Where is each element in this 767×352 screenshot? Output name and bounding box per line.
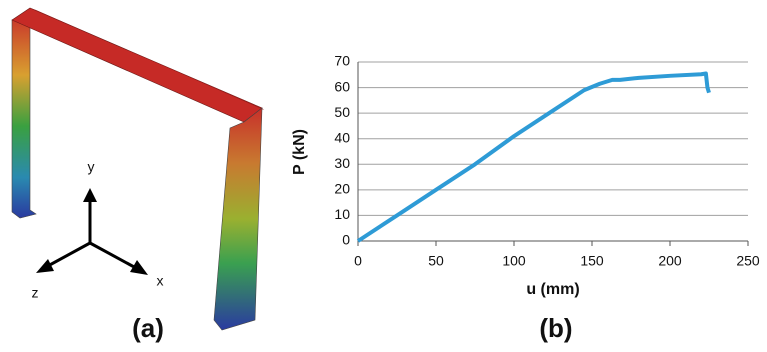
x-tick-label: 200 xyxy=(658,253,682,269)
axis-label-y: y xyxy=(88,159,95,175)
x-tick-label: 150 xyxy=(580,253,604,269)
frame-model xyxy=(12,8,264,330)
plot-area: 0 10 20 30 40 50 60 70 0 50 100 150 200 250 xyxy=(334,53,759,269)
panel-label: (b) xyxy=(539,313,572,343)
x-tick-label: 250 xyxy=(736,253,760,269)
y-tick-label: 60 xyxy=(334,78,350,94)
x-axis-title: u (mm) xyxy=(526,281,579,298)
y-tick-label: 10 xyxy=(334,206,350,222)
y-tick-label: 70 xyxy=(334,53,350,69)
y-tick-label: 0 xyxy=(342,232,350,248)
panel-label: (a) xyxy=(132,313,164,343)
x-tick-label: 0 xyxy=(354,253,362,269)
figure: y z x (a) (b) u (mm) P (kN) 0 10 20 30 40 50 6… xyxy=(0,0,767,352)
y-tick-label: 40 xyxy=(334,129,350,145)
x-tick-label: 50 xyxy=(428,253,444,269)
axis-label-z: z xyxy=(32,285,39,301)
y-axis-title: P (kN) xyxy=(291,129,308,175)
y-tick-label: 50 xyxy=(334,104,350,120)
y-tick-label: 20 xyxy=(334,181,350,197)
x-tick-label: 100 xyxy=(502,253,526,269)
axis-label-x: x xyxy=(157,273,164,289)
y-tick-label: 30 xyxy=(334,155,350,171)
axis-triad xyxy=(36,188,148,275)
